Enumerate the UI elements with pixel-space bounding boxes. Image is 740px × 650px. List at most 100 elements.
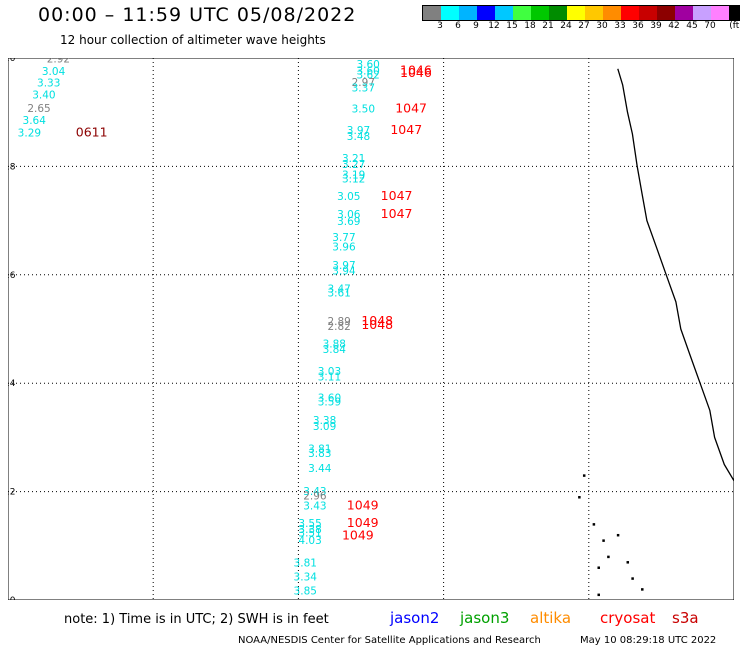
pass-time-label: 1049 (347, 515, 379, 530)
colorbar-swatch (657, 6, 675, 20)
satellite-legend-cryosat: cryosat (600, 609, 656, 627)
wave-height-value: 3.50 (352, 104, 375, 116)
wave-height-value: 3.60 (356, 65, 379, 77)
wave-height-value: 3.34 (294, 571, 318, 583)
wave-height-values: 2.923.043.333.402.653.643.293.603.603.62… (18, 58, 380, 598)
island-dot (607, 555, 610, 559)
wave-height-value: 3.21 (342, 153, 365, 165)
wave-height-value: 3.55 (298, 518, 321, 530)
wave-height-colorbar (422, 5, 740, 21)
wave-height-value: 3.96 (332, 241, 356, 253)
colorbar-swatch (585, 6, 603, 20)
wave-height-value: 3.19 (342, 169, 365, 181)
island-dot (641, 588, 644, 591)
wave-height-value: 3.27 (342, 159, 365, 171)
colorbar-swatch (621, 6, 639, 20)
wave-height-value: 3.33 (37, 78, 60, 90)
colorbar-tick-label: 6 (455, 21, 461, 31)
colorbar-tick-label: 15 (506, 21, 518, 31)
wave-height-value: 3.05 (337, 191, 360, 203)
wave-height-value: 3.43 (303, 500, 326, 512)
lat-lon-grid (8, 58, 734, 600)
wave-height-value: 3.84 (323, 344, 347, 356)
island-dot (626, 561, 630, 564)
pass-time-label: 1046 (400, 65, 432, 80)
y-tick-label: 20 (8, 58, 16, 64)
pass-time-label: 1047 (381, 188, 413, 203)
wave-height-value: 3.85 (294, 586, 317, 598)
colorbar-swatch (531, 6, 549, 20)
wave-height-value: 3.06 (337, 209, 361, 221)
wave-height-value: 3.47 (327, 284, 350, 296)
colorbar-swatch (567, 6, 585, 20)
satellite-legend-jason3: jason3 (460, 609, 510, 627)
wave-height-value: 3.44 (308, 463, 332, 475)
coastline (578, 68, 734, 597)
wave-height-value: 3.38 (313, 415, 336, 427)
wave-height-value: 3.03 (318, 366, 341, 378)
wave-height-value: 3.83 (308, 448, 331, 460)
colorbar-tick-label: 18 (524, 21, 536, 31)
colorbar-tick-label: 3 (437, 21, 443, 31)
wave-height-value: 3.97 (347, 125, 370, 137)
satellite-legend-altika: altika (530, 609, 572, 627)
pass-time-label: 0611 (76, 125, 108, 140)
pass-time-label: 1048 (361, 317, 393, 332)
colorbar-swatch (441, 6, 459, 20)
pass-time-label: 1046 (400, 62, 432, 77)
colorbar-tick-label: 70 (704, 21, 716, 31)
wave-height-value: 2.65 (27, 103, 50, 115)
colorbar-swatch (477, 6, 495, 20)
wave-height-value: 3.97 (332, 260, 355, 272)
pass-time-label: 1049 (342, 527, 374, 542)
colorbar-tick-label: 39 (650, 21, 662, 31)
colorbar-swatch (459, 6, 477, 20)
colorbar-swatch (603, 6, 621, 20)
colorbar-swatch (549, 6, 567, 20)
wave-height-value: 3.51 (298, 528, 321, 540)
wave-height-value: 2.96 (303, 491, 327, 503)
wave-height-value: 3.11 (318, 371, 341, 383)
y-tick-label: 16 (8, 271, 16, 281)
wave-height-value: 3.64 (23, 115, 47, 127)
wave-height-value: 3.48 (347, 131, 370, 143)
wave-height-value: 3.29 (18, 128, 41, 140)
island-dot (578, 496, 581, 499)
colorbar-swatch (423, 6, 441, 20)
pass-time-label: 1047 (390, 122, 422, 137)
y-tick-label: 10 (8, 596, 16, 600)
satellite-legend-jason2: jason2 (390, 609, 440, 627)
colorbar-tick-label: 9 (473, 21, 479, 31)
wave-height-value: 3.37 (352, 83, 375, 95)
wave-height-value: 3.88 (323, 338, 346, 350)
colorbar-swatch (675, 6, 693, 20)
axis-tick-labels: 606366697275201816141210 (8, 58, 16, 600)
colorbar-swatch (693, 6, 711, 20)
island-dot (582, 474, 586, 477)
wave-height-value: 3.77 (332, 232, 355, 244)
y-tick-label: 14 (8, 379, 16, 389)
colorbar-tick-label: (ft) (729, 21, 740, 31)
colorbar-swatch (729, 6, 740, 20)
wave-height-value: 2.92 (47, 58, 70, 65)
wave-height-value: 3.60 (318, 393, 341, 405)
colorbar-tick-label: 30 (596, 21, 608, 31)
colorbar-swatch (495, 6, 513, 20)
wave-height-value: 3.62 (356, 70, 379, 82)
pass-time-label: 1047 (395, 101, 427, 116)
island-dot (597, 593, 600, 597)
colorbar-swatch (513, 6, 531, 20)
pass-time-label: 1049 (347, 497, 379, 512)
colorbar-tick-label: 42 (668, 21, 680, 31)
colorbar-tick-label: 36 (632, 21, 644, 31)
wave-height-value: 3.09 (313, 421, 336, 433)
y-tick-label: 18 (8, 162, 16, 172)
wave-height-value: 3.61 (327, 287, 350, 299)
wave-height-value: 3.69 (337, 216, 360, 228)
y-tick-label: 12 (8, 488, 15, 498)
island-dot (592, 523, 596, 526)
island-dot (616, 533, 620, 537)
island-dot (597, 566, 600, 569)
island-dot (602, 539, 605, 542)
